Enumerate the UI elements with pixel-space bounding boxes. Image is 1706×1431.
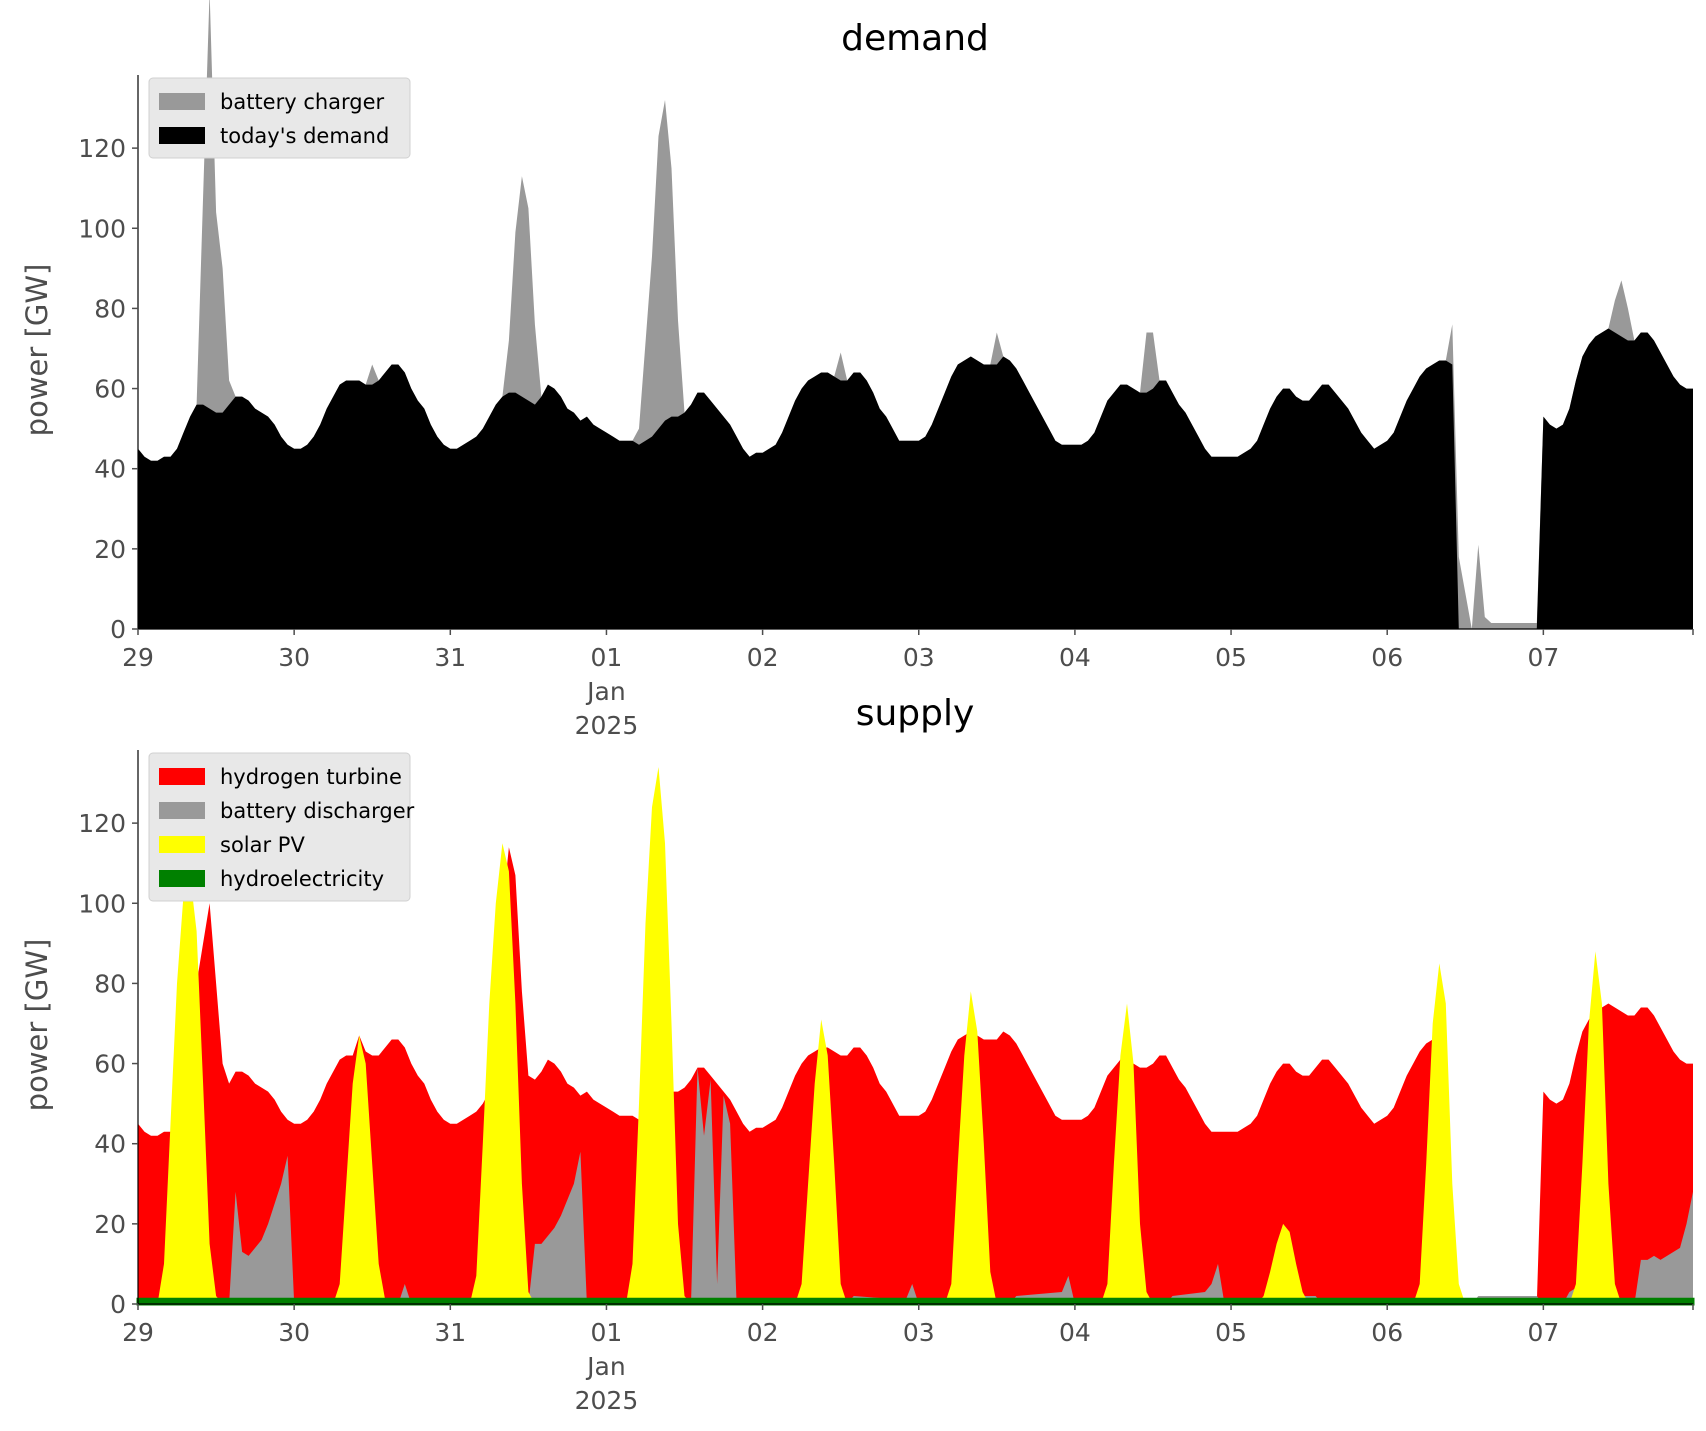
x-tick-label: 2025 xyxy=(575,1386,639,1415)
y-tick-label: 80 xyxy=(94,294,126,323)
demand-y-axis-label: power [GW] xyxy=(20,264,54,437)
supply-y-axis-label: power [GW] xyxy=(20,939,54,1112)
legend-label-battery-discharger: battery discharger xyxy=(220,799,415,823)
y-tick-label: 40 xyxy=(94,1130,126,1159)
legend-label-hydroelectricity: hydroelectricity xyxy=(220,867,384,891)
x-tick-label: 04 xyxy=(1059,1318,1091,1347)
x-tick-label: 05 xyxy=(1215,1318,1247,1347)
legend-label-solar-pv: solar PV xyxy=(220,833,305,857)
y-tick-label: 20 xyxy=(94,1210,126,1239)
legend-box xyxy=(148,752,411,902)
demand-legend: battery charger today's demand xyxy=(148,77,411,159)
area-today-s-demand xyxy=(138,328,1693,629)
x-tick-label: 07 xyxy=(1527,643,1559,672)
y-tick-label: 80 xyxy=(94,969,126,998)
area-hydroelectricity xyxy=(136,1297,1695,1306)
demand-areas xyxy=(138,0,1693,629)
y-tick-label: 0 xyxy=(110,615,126,644)
x-tick-label: 30 xyxy=(278,643,310,672)
x-tick-label: 03 xyxy=(903,643,935,672)
y-tick-label: 60 xyxy=(94,375,126,404)
x-tick-label: Jan xyxy=(585,1352,626,1381)
area-hydrogen-turbine xyxy=(138,847,1693,1304)
legend-swatch-battery-charger xyxy=(159,93,205,110)
x-tick-label: 04 xyxy=(1059,643,1091,672)
x-tick-label: Jan xyxy=(585,677,626,706)
demand-axes: 0 20 40 60 80 100 120 29 30 31 01 Jan 2025 02 03 04 05 06… xyxy=(78,75,1694,740)
y-tick-label: 40 xyxy=(94,455,126,484)
x-tick-label: 01 xyxy=(591,1318,623,1347)
x-tick-label: 2025 xyxy=(575,711,639,740)
y-tick-label: 100 xyxy=(78,214,126,243)
x-tick-label: 29 xyxy=(122,643,154,672)
x-tick-label: 29 xyxy=(122,1318,154,1347)
legend-label-today-s-demand: today's demand xyxy=(220,124,389,148)
x-tick-label: 02 xyxy=(747,643,779,672)
legend-box xyxy=(148,77,411,159)
y-tick-label: 120 xyxy=(78,134,126,163)
legend-swatch-battery-discharger xyxy=(159,802,205,819)
demand-chart-title: demand xyxy=(841,18,989,59)
legend-swatch-today-s-demand xyxy=(159,127,205,144)
supply-legend: hydrogen turbine battery discharger solar … xyxy=(148,752,415,902)
x-tick-label: 31 xyxy=(434,643,466,672)
y-tick-label: 120 xyxy=(78,809,126,838)
legend-label-battery-charger: battery charger xyxy=(220,90,385,114)
x-tick-label: 31 xyxy=(434,1318,466,1347)
legend-label-hydrogen-turbine: hydrogen turbine xyxy=(220,765,402,789)
x-tick-label: 02 xyxy=(747,1318,779,1347)
supply-axes: 0 20 40 60 80 100 120 29 30 31 01 Jan 2025 02 03 04 05 06… xyxy=(78,750,1694,1415)
legend-swatch-hydroelectricity xyxy=(159,870,205,887)
x-tick-label: 05 xyxy=(1215,643,1247,672)
y-tick-label: 60 xyxy=(94,1050,126,1079)
legend-swatch-solar-pv xyxy=(159,836,205,853)
x-tick-label: 06 xyxy=(1371,643,1403,672)
x-tick-label: 01 xyxy=(591,643,623,672)
x-tick-label: 07 xyxy=(1527,1318,1559,1347)
x-tick-label: 03 xyxy=(903,1318,935,1347)
x-tick-label: 30 xyxy=(278,1318,310,1347)
supply-chart-title: supply xyxy=(856,693,975,734)
y-tick-label: 0 xyxy=(110,1290,126,1319)
y-tick-label: 100 xyxy=(78,889,126,918)
legend-swatch-hydrogen-turbine xyxy=(159,768,205,785)
x-tick-label: 06 xyxy=(1371,1318,1403,1347)
y-tick-label: 20 xyxy=(94,535,126,564)
